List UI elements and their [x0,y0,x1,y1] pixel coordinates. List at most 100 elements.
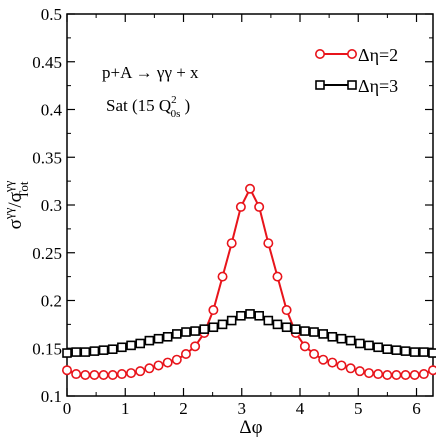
y-tick-label: 0.5 [41,5,62,24]
data-point [217,271,228,282]
data-point [135,366,146,377]
x-tick-label: 3 [238,399,247,418]
data-point [190,341,201,352]
series-2 [62,309,436,358]
data-point [80,347,91,357]
data-point [363,368,374,379]
y-tick-label: 0.4 [41,101,63,120]
data-point [290,324,301,334]
legend: Δη=2 Δη=3 [314,45,398,96]
data-point [428,365,436,376]
x-tick-label: 4 [296,399,305,418]
data-point [199,324,210,334]
data-point [309,327,319,337]
x-axis-label: Δφ [239,417,262,438]
data-point [336,360,347,371]
data-point [281,322,292,333]
data-point [107,344,118,355]
data-point [409,347,420,357]
legend-marker [315,80,325,90]
data-point [318,354,329,365]
data-point [162,357,173,368]
y-tick-label: 0.3 [41,196,62,215]
data-point [245,183,256,194]
data-point [144,363,155,374]
data-point [181,327,191,337]
data-point [71,347,81,357]
data-point [272,271,283,282]
data-point [391,369,402,380]
y-label-slash: /σ [5,192,26,208]
data-point [235,201,246,212]
x-tick-label: 0 [63,399,72,418]
y-label-den-sub: Tot [16,181,31,199]
data-point [62,348,72,358]
data-point [190,326,200,336]
data-point [373,369,384,380]
data-point [299,341,310,352]
data-point [126,368,137,379]
data-point [409,369,420,380]
legend-marker [347,80,357,90]
data-point [364,340,374,351]
data-point [345,335,356,346]
data-point [254,201,265,212]
data-point [89,369,100,380]
axis-tick-labels: 0 1 2 3 4 5 6 0.1 0.15 0.2 0.25 0.3 0.35 0.4 0.45 0.5 [32,5,421,418]
y-tick-label: 0.35 [32,148,62,167]
y-tick-label: 0.45 [32,53,62,72]
data-point [71,369,82,380]
setting-annotation: Sat (15 Q2 0s) [106,94,190,120]
data-point [89,346,100,356]
data-point [217,319,228,330]
data-point [391,345,402,355]
data-point [373,342,383,353]
data-point [281,305,292,316]
data-point [226,238,237,249]
setting-prefix: Sat (15 Q [106,96,171,115]
y-label-num-sup: γγ [1,207,16,220]
x-tick-label: 1 [121,399,130,418]
x-tick-label: 6 [412,399,421,418]
y-axis-label: σγγ/σγγTot [1,180,31,229]
data-point [245,309,255,319]
data-point [272,319,283,330]
setting-sub: 0s [171,108,181,120]
data-point [153,333,164,344]
data-point [162,331,173,342]
data-point [355,338,365,349]
data-point [263,315,274,326]
data-point [117,342,127,353]
data-point [153,360,164,371]
legend-entry: Δη=2 [314,45,398,65]
data-point [80,369,91,380]
legend-entry: Δη=3 [315,76,398,96]
data-point [171,354,182,365]
data-point [144,335,155,346]
data-point [327,331,338,342]
setting-suffix: ) [184,96,190,115]
data-point [98,369,109,380]
legend-marker [346,48,357,59]
legend-marker [314,48,325,59]
data-point [318,329,328,339]
data-point [107,369,118,380]
data-point [254,310,264,321]
data-point [98,345,109,355]
series-layer [61,183,436,380]
data-point [180,348,191,359]
legend-label: Δη=3 [358,76,398,96]
y-tick-label: 0.15 [32,339,62,358]
data-point [400,369,411,380]
data-point [309,348,320,359]
data-point [327,357,338,368]
data-point [226,315,237,326]
data-point [400,346,411,356]
axis-ticks [66,13,433,397]
data-point [116,369,127,380]
data-point [208,322,219,333]
y-tick-label: 0.25 [32,244,62,263]
data-point [428,348,436,358]
data-point [354,366,365,377]
